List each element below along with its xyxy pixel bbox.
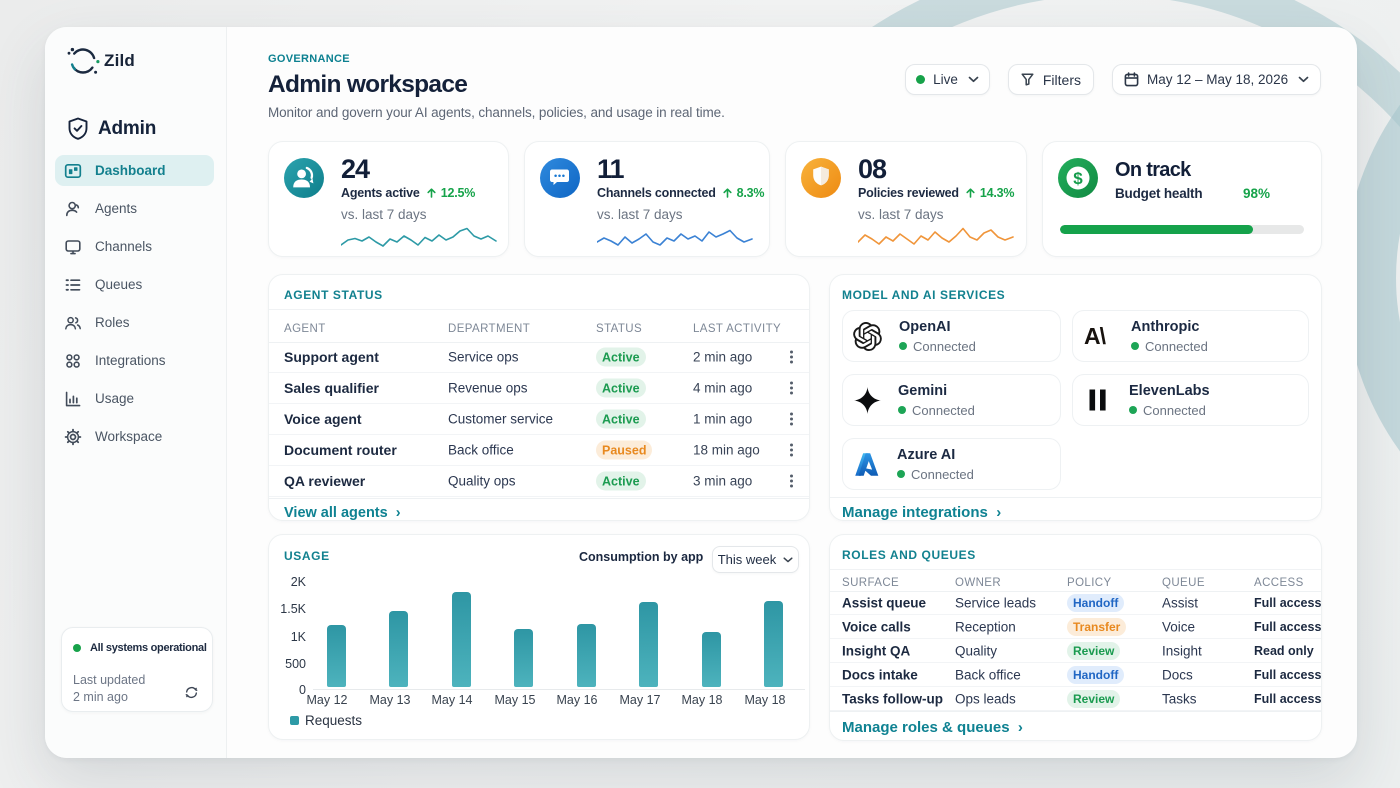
svg-text:$: $ bbox=[1073, 169, 1083, 188]
